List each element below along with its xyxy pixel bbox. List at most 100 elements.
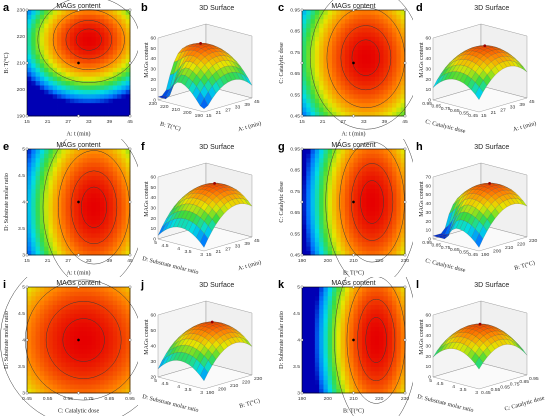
- heat-cell: [323, 245, 329, 251]
- heat-cell: [306, 313, 311, 319]
- heat-cell: [108, 206, 114, 211]
- heat-cell: [65, 40, 71, 46]
- heat-cell: [357, 197, 363, 203]
- heat-cell: [362, 36, 367, 42]
- heat-cell: [379, 241, 384, 247]
- heat-cell: [392, 98, 397, 104]
- heat-cell: [332, 327, 337, 332]
- heat-cell: [336, 214, 342, 220]
- heat-cell: [117, 362, 122, 368]
- heat-cell: [57, 98, 62, 104]
- heat-cell: [340, 318, 346, 324]
- heat-cell: [306, 183, 311, 189]
- heat-cell: [400, 245, 406, 251]
- heat-cell: [91, 291, 97, 297]
- heat-cell: [306, 366, 311, 372]
- heat-cell: [117, 344, 122, 350]
- heat-cell: [65, 27, 71, 33]
- heat-cell: [362, 183, 367, 189]
- z-tick-label: 20: [425, 77, 431, 83]
- heat-cell: [302, 340, 307, 346]
- heat-cell: [340, 357, 346, 363]
- heat-cell: [336, 322, 342, 328]
- heat-cell: [357, 67, 363, 73]
- heat-cell: [357, 214, 363, 220]
- heat-cell: [366, 166, 372, 172]
- heat-cell: [357, 188, 363, 194]
- heat-cell: [370, 371, 376, 377]
- heat-cell: [95, 313, 101, 319]
- heat-cell: [319, 9, 324, 15]
- heat-cell: [91, 67, 97, 73]
- design-point: [352, 285, 355, 289]
- heat-cell: [87, 214, 92, 220]
- heat-cell: [323, 357, 329, 363]
- heat-cell: [121, 183, 127, 189]
- heat-cell: [52, 54, 58, 59]
- heat-cell: [78, 344, 84, 350]
- heat-cell: [310, 353, 316, 359]
- heat-cell: [302, 388, 307, 394]
- heat-cell: [362, 153, 367, 158]
- heat-cell: [121, 236, 127, 242]
- heat-cell: [362, 318, 367, 324]
- heat-cell: [357, 153, 363, 158]
- heat-cell: [349, 291, 354, 297]
- heat-cell: [362, 49, 367, 55]
- heat-cell: [344, 228, 350, 233]
- heat-cell: [125, 375, 131, 381]
- heat-cell: [121, 241, 127, 247]
- heat-cell: [99, 14, 105, 20]
- heat-cell: [39, 206, 45, 211]
- heat-cell: [87, 107, 92, 112]
- heat-cell: [95, 80, 101, 86]
- heat-cell: [353, 313, 359, 319]
- heat-cell: [112, 291, 118, 297]
- heat-cell: [374, 170, 380, 176]
- heat-cell: [327, 304, 333, 310]
- heat-cell: [61, 219, 67, 225]
- heat-cell: [340, 67, 346, 73]
- heat-cell: [57, 102, 62, 108]
- heat-cell: [82, 102, 88, 108]
- heat-cell: [57, 322, 62, 328]
- x-tick-label: 39: [519, 102, 525, 108]
- heat-cell: [52, 175, 58, 180]
- heat-cell: [379, 98, 384, 104]
- heat-cell: [383, 157, 389, 163]
- heat-cell: [31, 58, 36, 64]
- heat-cell: [61, 371, 67, 377]
- heat-cell: [332, 291, 337, 297]
- heat-cell: [332, 32, 337, 37]
- heat-cell: [396, 291, 402, 297]
- heat-cell: [44, 357, 49, 363]
- heat-cell: [323, 183, 329, 189]
- contour-line: [365, 317, 387, 364]
- heat-cell: [336, 89, 342, 95]
- y-tick-label: 210: [171, 107, 180, 113]
- heat-cell: [27, 214, 32, 220]
- heat-cell: [99, 214, 105, 220]
- heat-cell: [327, 388, 333, 394]
- heat-cell: [340, 304, 346, 310]
- heat-cell: [91, 58, 97, 64]
- heat-cell: [353, 49, 359, 55]
- heat-cell: [91, 318, 97, 324]
- heat-cell: [319, 161, 324, 167]
- heat-cell: [108, 388, 114, 394]
- heat-cell: [52, 388, 58, 394]
- heat-cell: [319, 322, 324, 328]
- heat-cell: [74, 175, 79, 180]
- heat-cell: [323, 9, 329, 15]
- heat-cell: [349, 49, 354, 55]
- heat-cell: [314, 206, 320, 211]
- heat-cell: [82, 357, 88, 363]
- heat-cell: [306, 80, 311, 86]
- heat-cell: [366, 304, 372, 310]
- heat-cell: [57, 80, 62, 86]
- heat-cell: [82, 14, 88, 20]
- z-tick-label: 60: [150, 174, 156, 180]
- heat-cell: [366, 183, 372, 189]
- panel-letter: b: [141, 2, 148, 14]
- chart-title: MAGs content: [56, 3, 100, 10]
